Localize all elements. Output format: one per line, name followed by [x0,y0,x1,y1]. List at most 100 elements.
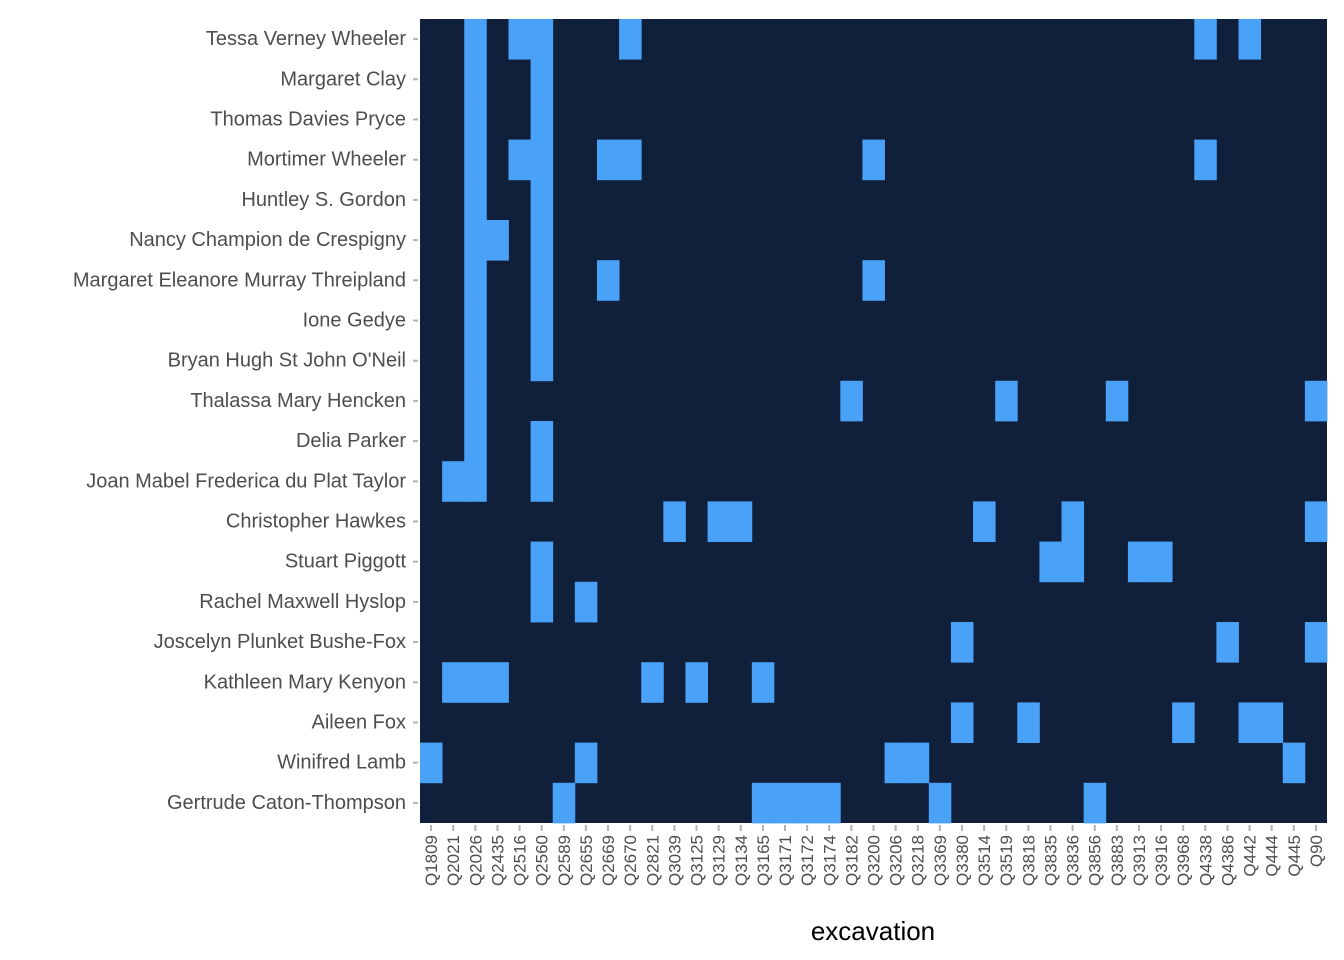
heatmap-cell [596,260,620,301]
x-axis-label: Q3174 [820,835,839,886]
x-axis-label: Q3218 [909,835,928,886]
y-axis-labels: Tessa Verney Wheeler Margaret Clay Thomas … [73,28,418,814]
x-axis-label: Q442 [1241,835,1260,877]
y-axis-label: Ione Gedye [303,310,406,332]
heatmap-cell [663,501,686,542]
heatmap-cell [464,220,487,261]
heatmap-cell [530,59,554,100]
x-axis-label: Q3968 [1174,835,1193,886]
x-axis-label: Q3380 [953,835,972,886]
heatmap-cell [486,220,509,261]
heatmap-cell [552,782,576,824]
x-axis-label: Q3171 [776,835,795,886]
heatmap-cell [862,260,885,301]
heatmap-cell [464,260,487,301]
x-axis-label: Q3039 [665,835,684,886]
heatmap-cell [1194,139,1217,181]
y-axis-label: Nancy Champion de Crespigny [129,229,406,251]
heatmap-cell [1194,19,1217,60]
x-axis-label: Q3883 [1108,835,1127,886]
heatmap-cell [464,380,487,422]
x-axis-label: Q2560 [533,835,552,886]
heatmap-cell [574,581,598,623]
x-axis-label: Q3913 [1130,835,1149,886]
heatmap-cell [464,340,487,382]
heatmap-cell [442,461,465,502]
x-axis-label: Q3916 [1152,835,1171,886]
heatmap-cell [773,782,797,824]
heatmap-cell [840,380,863,422]
y-axis-label: Joscelyn Plunket Bushe-Fox [154,631,406,653]
heatmap-cell [1304,501,1328,542]
x-axis-label: Q3129 [710,835,729,886]
heatmap-cell [530,99,554,140]
heatmap-cell [685,662,708,703]
heatmap-cell [1017,702,1040,743]
heatmap-cell [995,380,1018,422]
heatmap-cell [508,19,532,60]
heatmap-cell [1216,622,1239,663]
x-axis-label: Q2026 [466,835,485,886]
heatmap-cell [619,19,642,60]
heatmap-cell [1238,19,1262,60]
y-axis-label: Winifred Lamb [277,752,406,774]
x-axis-label: Q3818 [1019,835,1038,886]
heatmap-cell [707,501,731,542]
x-axis-label: Q3835 [1041,835,1060,886]
x-axis-label: Q445 [1285,835,1304,877]
heatmap-cell [464,461,487,502]
heatmap-cell [420,742,443,784]
x-axis-label: Q2589 [555,835,574,886]
heatmap-cell [464,300,487,341]
heatmap-cell [574,742,598,784]
y-axis-label: Tessa Verney Wheeler [206,28,406,50]
heatmap-cell [950,622,974,663]
heatmap-cell [1127,541,1151,583]
x-axis-label: Q3172 [798,835,817,886]
heatmap-cell [1061,501,1085,542]
heatmap-cell [950,702,974,743]
heatmap-cell [619,139,642,181]
x-axis-label: Q1809 [422,835,441,886]
y-axis-label: Bryan Hugh St John O'Neil [168,350,406,372]
x-axis-label: Q444 [1263,835,1282,877]
heatmap-cell [729,501,753,542]
y-axis-label: Christopher Hawkes [226,511,406,533]
heatmap-cell [530,541,554,583]
heatmap-cell [1105,380,1129,422]
heatmap-cell [1304,380,1328,422]
heatmap-cell [464,421,487,462]
x-axis-label: Q3514 [975,835,994,886]
y-axis-label: Rachel Maxwell Hyslop [199,591,406,613]
heatmap-cell [1260,702,1284,743]
heatmap-cell [530,139,554,181]
heatmap-cell [1304,622,1328,663]
heatmap-cell [464,179,487,221]
x-axis-label: Q2516 [511,835,530,886]
heatmap-cell [751,662,775,703]
y-axis-label: Joan Mabel Frederica du Plat Taylor [86,470,406,492]
x-axis-label: Q2021 [444,835,463,886]
heatmap-cell [530,220,554,261]
heatmap-cell [464,19,487,60]
x-axis-label: Q3856 [1086,835,1105,886]
heatmap-cell [1061,541,1085,583]
y-axis-label: Thomas Davies Pryce [210,109,406,131]
heatmap-cell [1039,541,1062,583]
y-axis-label: Margaret Clay [280,68,406,90]
heatmap-cell [796,782,819,824]
heatmap-cell [973,501,996,542]
heatmap-cell [530,340,554,382]
y-axis-label: Thalassa Mary Hencken [190,390,406,412]
y-axis-label: Aileen Fox [312,712,407,734]
heatmap-cell [1282,742,1306,784]
heatmap-cell [530,260,554,301]
heatmap-cell [1150,541,1173,583]
heatmap-cell [508,139,532,181]
x-axis-labels: Q1809 Q2021 Q2026 Q2435 Q2516 Q2560 Q2589 Q2655… [422,825,1326,886]
heatmap-cell [1083,782,1107,824]
heatmap-cell [486,662,509,703]
x-axis-label: Q3125 [688,835,707,886]
heatmap-cell [464,662,487,703]
